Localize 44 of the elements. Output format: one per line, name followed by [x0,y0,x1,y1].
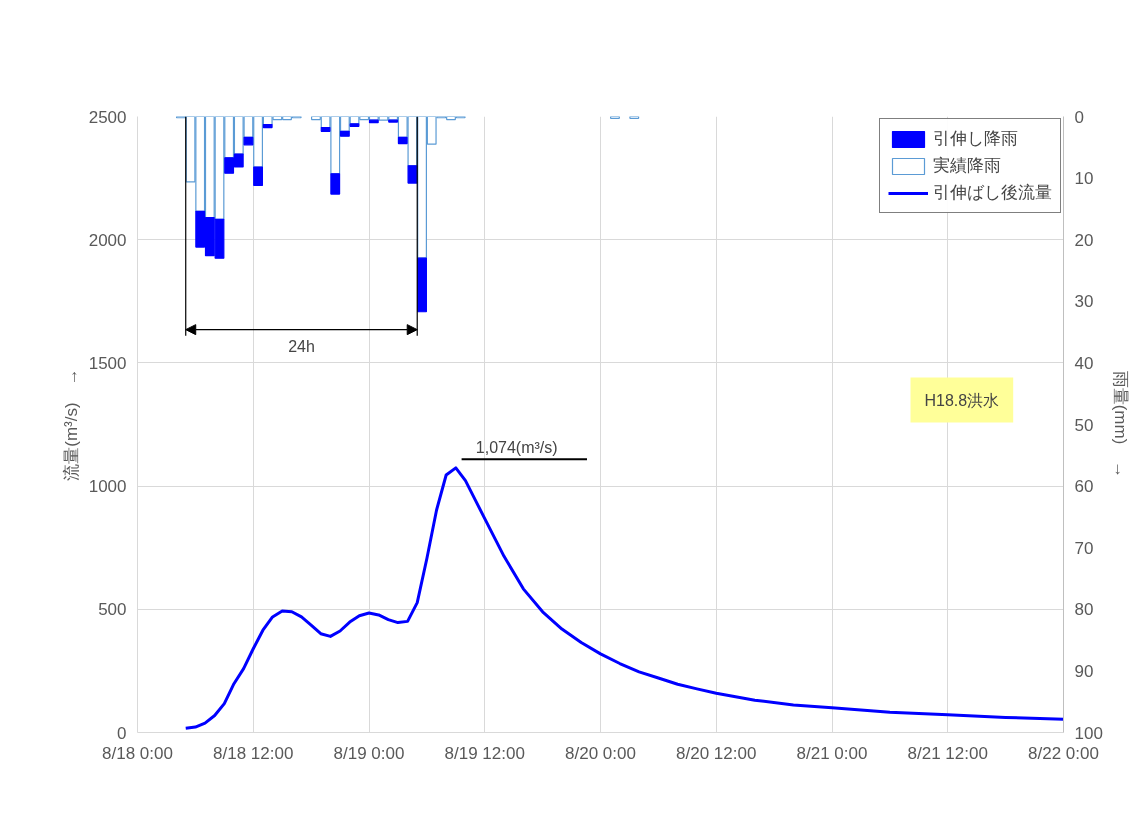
y2-tick-label: 70 [1074,538,1094,558]
y-tick-label: 500 [98,600,127,620]
y-tick-label: 1500 [88,353,127,373]
x-tick-label: 8/18 12:00 [213,743,294,763]
annotation: 24h [288,337,315,355]
x-tick-label: 8/20 12:00 [676,743,757,763]
annotation: H18.8洪水 [924,391,1000,409]
y-tick-label: 2500 [88,107,127,127]
bar [320,126,331,132]
y2-tick-label: 80 [1074,600,1094,620]
y2-tick-label: 50 [1074,415,1094,435]
x-tick-label: 8/21 0:00 [796,743,868,763]
y2-tick-label: 20 [1074,230,1094,250]
bar [262,123,273,129]
y2-tick-label: 60 [1074,477,1094,497]
x-tick-label: 8/19 0:00 [333,743,405,763]
y2-tick-label: 40 [1074,353,1094,373]
y2-tick-label: 90 [1074,661,1094,681]
legend-label: 引伸し降雨 [933,128,1018,150]
bar [417,257,427,313]
y-tick-label: 1000 [88,477,127,497]
legend-label: 実績降雨 [933,155,1001,177]
bar [349,123,360,127]
y-axis-title: 流量(m³/s) → [61,368,81,481]
y2-tick-label: 0 [1074,107,1084,127]
bar [253,166,264,187]
y-tick-label: 0 [117,723,127,743]
x-tick-label: 8/20 0:00 [565,743,636,763]
bar [407,165,418,184]
annotation: 1,074(m³/s) [475,438,558,456]
y2-tick-label: 10 [1074,169,1094,189]
x-tick-label: 8/18 0:00 [102,743,173,763]
y-tick-label: 2000 [88,230,127,250]
x-tick-label: 8/19 12:00 [444,743,525,763]
x-tick-label: 8/22 0:00 [1028,743,1099,763]
y2-tick-label: 30 [1074,292,1094,312]
bar [339,130,350,137]
x-tick-label: 8/21 12:00 [907,743,988,763]
y2-tick-label: 100 [1074,723,1103,743]
legend-label: 引伸ばし後流量 [933,182,1052,204]
bar [330,173,341,195]
bar [243,136,254,146]
bar [397,136,408,145]
y2-axis-title: 雨量(mm) → [1110,370,1130,479]
